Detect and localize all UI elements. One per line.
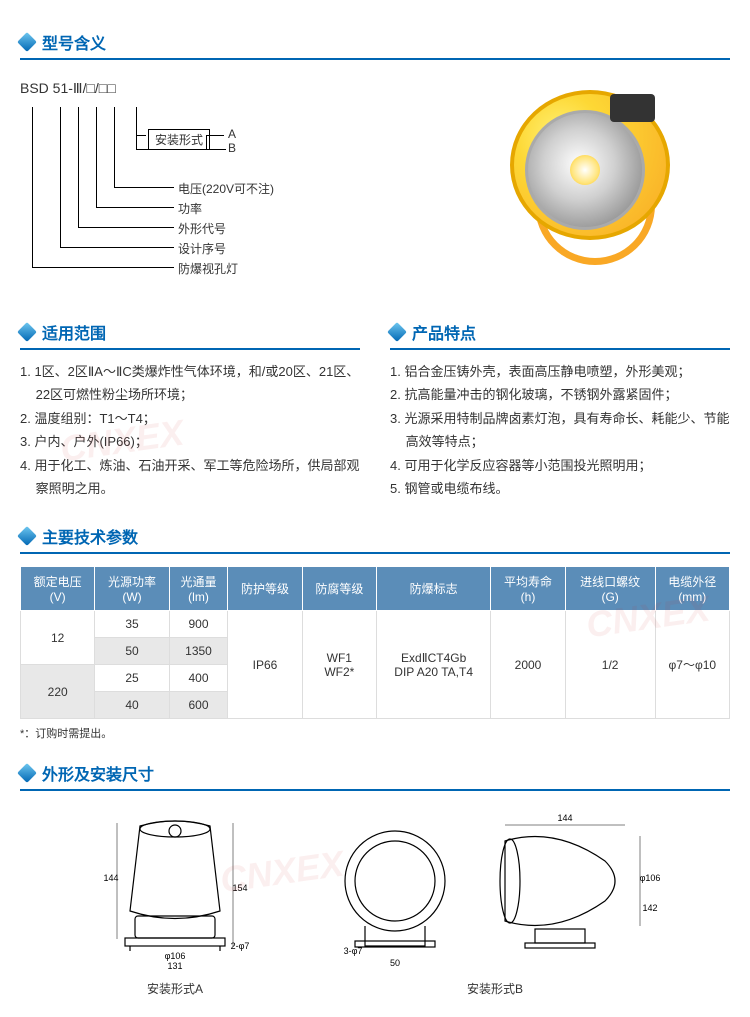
td-thread: 1/2 bbox=[565, 611, 655, 719]
svg-text:50: 50 bbox=[390, 958, 400, 968]
top-row: BSD 51-Ⅲ/□/□□ 安装形式 A B 电压(220V可不注) bbox=[20, 70, 730, 290]
col-features: 产品特点 1. 铝合金压铸外壳，表面高压静电喷塑，外形美观； 2. 抗高能量冲击… bbox=[390, 310, 730, 500]
two-col: 适用范围 CNXEX 1. 1区、2区ⅡA～ⅡC类爆炸性气体环境，和/或20区、… bbox=[20, 310, 730, 500]
diamond-icon bbox=[17, 763, 37, 783]
tree-design: 设计序号 bbox=[178, 240, 226, 257]
scope-item: 1. 1区、2区ⅡA～ⅡC类爆炸性气体环境，和/或20区、21区、22区可燃性粉… bbox=[20, 360, 360, 407]
model-tree: 安装形式 A B 电压(220V可不注) 功率 外形代号 设计序号 防爆视孔灯 bbox=[20, 107, 390, 277]
diagram-a: 144 154 φ106 131 2-φ7 安装形式A bbox=[85, 811, 265, 997]
diamond-icon bbox=[17, 322, 37, 342]
col-scope: 适用范围 CNXEX 1. 1区、2区ⅡA～ⅡC类爆炸性气体环境，和/或20区、… bbox=[20, 310, 360, 500]
feature-item: 4. 可用于化学反应容器等小范围投光照明用； bbox=[390, 454, 730, 477]
th-explosion: 防爆标志 bbox=[376, 567, 490, 611]
th-cable: 电缆外径 (mm) bbox=[655, 567, 729, 611]
td-lumen: 400 bbox=[169, 665, 228, 692]
tree-power: 功率 bbox=[178, 200, 202, 217]
table-row: 12 35 900 IP66 WF1 WF2* ExdⅡCT4Gb DIP A2… bbox=[21, 611, 730, 638]
diagram-b-label: 安装形式B bbox=[325, 980, 665, 997]
install-box: 安装形式 bbox=[148, 129, 210, 150]
svg-text:131: 131 bbox=[167, 961, 182, 971]
scope-item: 4. 用于化工、炼油、石油开采、军工等危险场所，供局部观察照明之用。 bbox=[20, 454, 360, 501]
td-power: 35 bbox=[95, 611, 169, 638]
td-life: 2000 bbox=[491, 611, 565, 719]
th-corrosion: 防腐等级 bbox=[302, 567, 376, 611]
section-header-dim: 外形及安装尺寸 bbox=[20, 761, 730, 791]
tree-voltage: 电压(220V可不注) bbox=[178, 180, 274, 197]
spec-note: *：订购时需提出。 bbox=[20, 725, 730, 741]
section-header-model: 型号含义 bbox=[20, 30, 730, 60]
spec-table: 额定电压 (V) 光源功率 (W) 光通量 (lm) 防护等级 防腐等级 防爆标… bbox=[20, 566, 730, 719]
scope-list: CNXEX 1. 1区、2区ⅡA～ⅡC类爆炸性气体环境，和/或20区、21区、2… bbox=[20, 360, 360, 500]
section-title-specs: 主要技术参数 bbox=[42, 524, 138, 548]
section-header-scope: 适用范围 bbox=[20, 320, 360, 350]
td-power: 50 bbox=[95, 638, 169, 665]
tree-shape: 外形代号 bbox=[178, 220, 226, 237]
feature-item: 2. 抗高能量冲击的钢化玻璃，不锈钢外露紧固件； bbox=[390, 383, 730, 406]
diagrams-row: CNXEX 144 154 φ106 131 2-φ7 bbox=[20, 811, 730, 997]
section-header-specs: 主要技术参数 bbox=[20, 524, 730, 554]
diagram-b: 3-φ7 50 144 φ106 142 安装形式B bbox=[325, 811, 665, 997]
diagram-b-svg: 3-φ7 50 144 φ106 142 bbox=[325, 811, 665, 971]
section-title-scope: 适用范围 bbox=[42, 320, 106, 344]
diamond-icon bbox=[387, 322, 407, 342]
td-protection: IP66 bbox=[228, 611, 302, 719]
svg-text:142: 142 bbox=[642, 903, 657, 913]
td-voltage: 12 bbox=[21, 611, 95, 665]
th-power: 光源功率 (W) bbox=[95, 567, 169, 611]
feature-item: 1. 铝合金压铸外壳，表面高压静电喷塑，外形美观； bbox=[390, 360, 730, 383]
td-voltage: 220 bbox=[21, 665, 95, 719]
td-power: 40 bbox=[95, 692, 169, 719]
feature-item: 3. 光源采用特制品牌卤素灯泡，具有寿命长、耗能少、节能高效等特点； bbox=[390, 407, 730, 454]
section-header-features: 产品特点 bbox=[390, 320, 730, 350]
section-title-dim: 外形及安装尺寸 bbox=[42, 761, 154, 785]
th-life: 平均寿命 (h) bbox=[491, 567, 565, 611]
th-thread: 进线口螺纹 (G) bbox=[565, 567, 655, 611]
svg-text:144: 144 bbox=[557, 813, 572, 823]
feature-item: 5. 钢管或电缆布线。 bbox=[390, 477, 730, 500]
model-code: BSD 51-Ⅲ/□/□□ bbox=[20, 80, 390, 97]
td-explosion: ExdⅡCT4Gb DIP A20 TA,T4 bbox=[376, 611, 490, 719]
svg-text:144: 144 bbox=[103, 873, 118, 883]
section-title-model: 型号含义 bbox=[42, 30, 106, 54]
td-corrosion: WF1 WF2* bbox=[302, 611, 376, 719]
svg-text:2-φ7: 2-φ7 bbox=[231, 941, 250, 951]
section-title-features: 产品特点 bbox=[412, 320, 476, 344]
opt-a: A bbox=[228, 127, 236, 141]
td-lumen: 600 bbox=[169, 692, 228, 719]
opt-b: B bbox=[228, 141, 236, 155]
svg-text:φ106: φ106 bbox=[165, 951, 186, 961]
diagram-a-label: 安装形式A bbox=[85, 980, 265, 997]
model-diagram: BSD 51-Ⅲ/□/□□ 安装形式 A B 电压(220V可不注) bbox=[20, 70, 390, 290]
table-header-row: 额定电压 (V) 光源功率 (W) 光通量 (lm) 防护等级 防腐等级 防爆标… bbox=[21, 567, 730, 611]
td-lumen: 1350 bbox=[169, 638, 228, 665]
td-cable: φ7～φ10 bbox=[655, 611, 729, 719]
th-lumen: 光通量 (lm) bbox=[169, 567, 228, 611]
diagram-a-svg: 144 154 φ106 131 2-φ7 bbox=[85, 811, 265, 971]
td-power: 25 bbox=[95, 665, 169, 692]
svg-text:3-φ7: 3-φ7 bbox=[344, 946, 363, 956]
diamond-icon bbox=[17, 32, 37, 52]
features-list: 1. 铝合金压铸外壳，表面高压静电喷塑，外形美观； 2. 抗高能量冲击的钢化玻璃… bbox=[390, 360, 730, 500]
svg-text:φ106: φ106 bbox=[640, 873, 661, 883]
th-protection: 防护等级 bbox=[228, 567, 302, 611]
svg-text:154: 154 bbox=[232, 883, 247, 893]
scope-item: 3. 户内、户外(IP66)； bbox=[20, 430, 360, 453]
tree-product: 防爆视孔灯 bbox=[178, 260, 238, 277]
th-voltage: 额定电压 (V) bbox=[21, 567, 95, 611]
td-lumen: 900 bbox=[169, 611, 228, 638]
product-photo bbox=[450, 70, 730, 290]
scope-item: 2. 温度组别：T1～T4； bbox=[20, 407, 360, 430]
diamond-icon bbox=[17, 526, 37, 546]
